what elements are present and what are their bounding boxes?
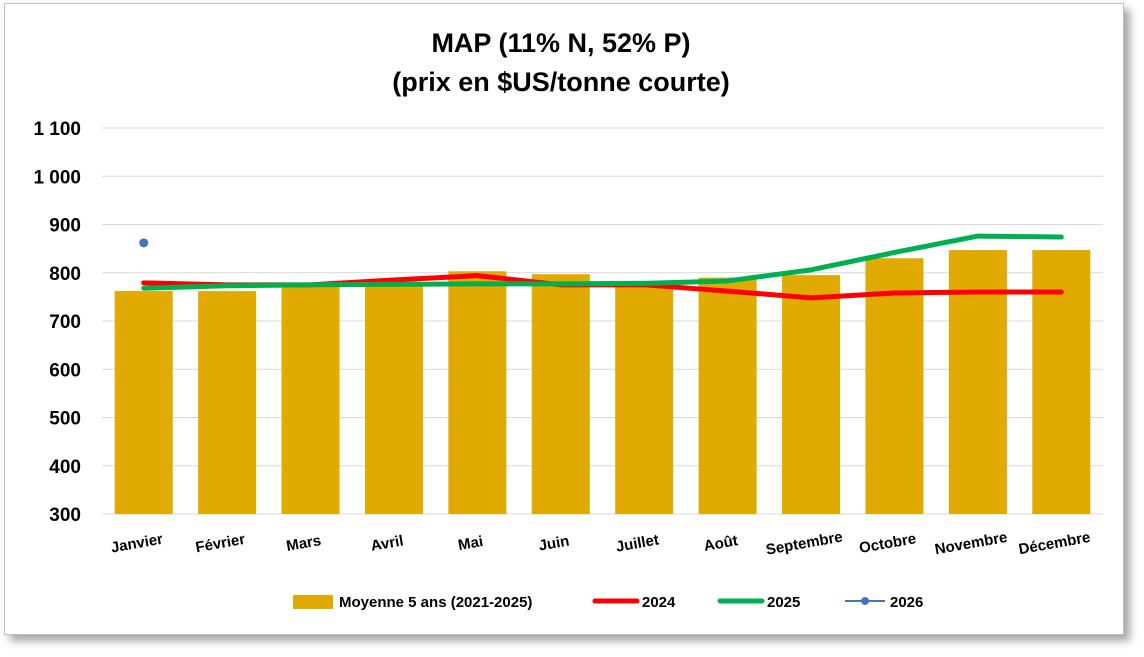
y-tick-label: 1 000 <box>33 167 81 188</box>
y-tick-label: 600 <box>49 360 81 381</box>
chart-frame: 300 400 500 600 700 800 900 1 000 1 100 Janvier F… <box>4 3 1124 635</box>
chart-title-line-2: (prix en $US/tonne courte) <box>392 67 730 97</box>
x-tick-label: Décembre <box>1017 529 1091 558</box>
x-tick-label: Mars <box>285 532 322 555</box>
series-line-2025 <box>141 233 1064 291</box>
bar-avril <box>364 282 423 514</box>
x-tick-label: Août <box>703 532 740 555</box>
legend-label-2024: 2024 <box>642 594 676 611</box>
bar-septembre <box>782 275 841 514</box>
y-tick-label: 800 <box>49 264 81 285</box>
y-tick-label: 500 <box>49 409 81 430</box>
y-tick-label: 700 <box>49 312 81 333</box>
x-axis-ticks: Janvier Février Mars Avril Mai Juin Juillet Aoû… <box>110 528 1092 558</box>
chart-svg: 300 400 500 600 700 800 900 1 000 1 100 Janvier F… <box>33 28 1103 611</box>
x-tick-label: Janvier <box>110 531 165 557</box>
y-tick-label: 400 <box>49 457 81 478</box>
bar-juillet <box>615 280 674 514</box>
bar-mai <box>448 271 507 514</box>
x-tick-label: Juillet <box>615 531 661 555</box>
legend-label-average: Moyenne 5 ans (2021-2025) <box>339 594 532 611</box>
bar-octobre <box>865 258 924 514</box>
legend-label-2025: 2025 <box>767 594 800 611</box>
bar-février <box>198 291 257 514</box>
x-tick-label: Février <box>194 531 246 556</box>
legend: Moyenne 5 ans (2021-2025) 2024 2025 2026 <box>293 594 923 611</box>
y-tick-label: 1 100 <box>33 119 81 140</box>
series-point-2026 <box>139 238 149 248</box>
bar-janvier <box>114 291 173 514</box>
chart-title-line-1: MAP (11% N, 52% P) <box>431 28 690 58</box>
bar-juin <box>531 274 590 514</box>
y-axis-ticks: 300 400 500 600 700 800 900 1 000 1 100 <box>33 119 81 526</box>
bar-août <box>698 277 757 514</box>
x-tick-label: Avril <box>370 532 405 554</box>
bar-mars <box>281 284 340 514</box>
x-tick-label: Septembre <box>765 528 844 558</box>
x-tick-label: Novembre <box>933 529 1008 558</box>
y-tick-label: 300 <box>49 505 81 526</box>
series-lines <box>139 233 1064 301</box>
x-tick-label: Octobre <box>858 530 918 557</box>
bars <box>114 250 1091 514</box>
x-tick-label: Mai <box>457 533 485 554</box>
legend-swatch-2026-marker <box>861 597 869 605</box>
legend-label-2026: 2026 <box>890 594 923 611</box>
gridlines <box>102 127 1103 515</box>
legend-swatch-average <box>293 595 333 609</box>
x-tick-label: Juin <box>537 533 570 555</box>
y-tick-label: 900 <box>49 216 81 237</box>
